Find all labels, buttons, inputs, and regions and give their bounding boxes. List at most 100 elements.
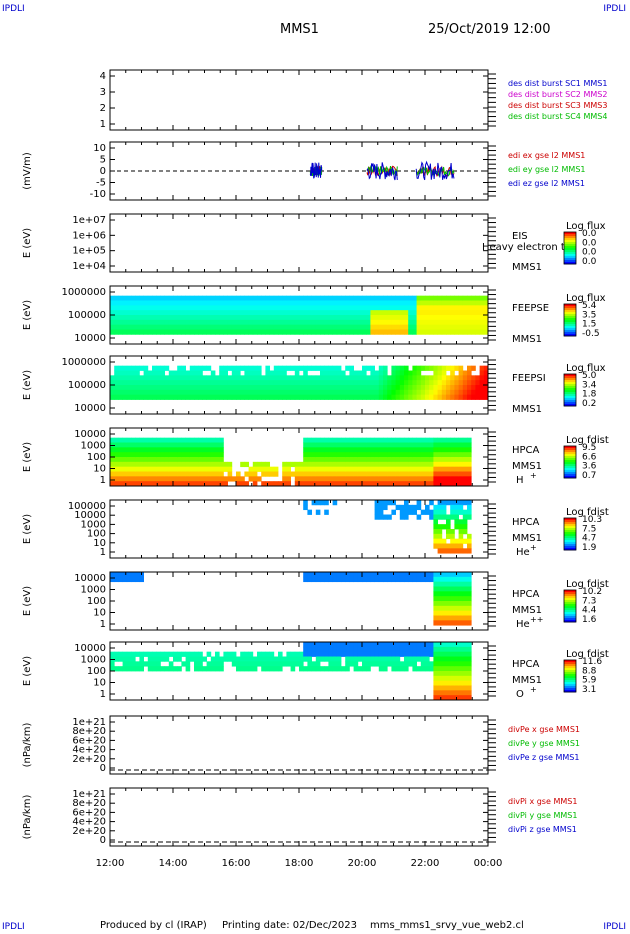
heatmap-cell	[143, 651, 149, 657]
heatmap-cell	[126, 305, 132, 311]
heatmap-cell	[261, 666, 266, 672]
heatmap-cell	[265, 656, 270, 662]
heatmap-cell	[446, 500, 451, 506]
heatmap-cell	[328, 661, 333, 667]
heatmap-cell	[462, 324, 468, 330]
heatmap-cell	[433, 524, 438, 530]
heatmap-cell	[395, 646, 401, 653]
heatmap-cell	[168, 442, 174, 448]
heatmap-cell	[429, 447, 434, 453]
heatmap-cell	[404, 666, 409, 672]
heatmap-cell	[404, 380, 409, 386]
heatmap-cell	[231, 310, 237, 316]
heatmap-cell	[341, 437, 346, 443]
heatmap-cell	[433, 656, 438, 662]
heatmap-cell	[416, 305, 422, 311]
heatmap-cell	[374, 447, 380, 453]
heatmap-cell	[189, 329, 195, 335]
heatmap-cell	[458, 529, 464, 535]
heatmap-cell	[320, 329, 325, 335]
heatmap-cell	[399, 370, 405, 376]
heatmap-cell	[416, 651, 422, 657]
heatmap-cell	[336, 651, 342, 657]
heatmap-cell	[412, 329, 417, 335]
colorbar-cell	[564, 318, 576, 321]
heatmap-cell	[311, 651, 317, 657]
heatmap-cell	[147, 375, 153, 381]
heatmap-cell	[408, 295, 413, 301]
colorbar-cell	[564, 388, 576, 391]
heatmap-cell	[425, 651, 430, 657]
heatmap-cell	[446, 601, 451, 607]
colorbar-cell	[564, 404, 576, 407]
heatmap-cell	[437, 319, 443, 326]
heatmap-cell	[164, 481, 170, 487]
heatmap-cell	[446, 519, 451, 525]
heatmap-cell	[370, 324, 375, 330]
heatmap-cell	[189, 651, 195, 657]
heatmap-cell	[441, 442, 447, 448]
heatmap-cell	[458, 601, 464, 607]
colorbar-cell	[564, 474, 576, 477]
heatmap-cell	[395, 324, 401, 330]
heatmap-cell	[467, 533, 472, 540]
colorbar-cell	[564, 242, 576, 245]
heatmap-cell	[425, 666, 430, 672]
heatmap-cell	[286, 305, 291, 311]
heatmap-cell	[114, 375, 119, 381]
heatmap-cell	[202, 447, 207, 453]
heatmap-cell	[202, 324, 207, 330]
heatmap-cell	[458, 572, 464, 578]
heatmap-cell	[110, 305, 115, 311]
heatmap-cell	[244, 651, 249, 657]
heatmap-cell	[450, 581, 455, 587]
heatmap-cell	[147, 466, 153, 472]
heatmap-cell	[341, 651, 346, 657]
heatmap-cell	[332, 500, 338, 506]
heatmap-cell	[425, 300, 430, 306]
heatmap-cell	[450, 305, 455, 311]
sc-label: MMS1	[512, 334, 542, 345]
colorbar-cell	[564, 256, 576, 259]
heatmap-cell	[189, 481, 195, 487]
heatmap-cell	[189, 370, 195, 376]
heatmap-cell	[311, 642, 317, 648]
heatmap-cell	[114, 476, 119, 482]
heatmap-cell	[231, 661, 237, 667]
heatmap-cell	[223, 310, 228, 316]
heatmap-cell	[416, 315, 422, 321]
heatmap-cell	[181, 661, 186, 667]
heatmap-cell	[118, 656, 123, 662]
heatmap-cell	[462, 389, 468, 396]
heatmap-cell	[139, 315, 144, 321]
heatmap-cell	[122, 380, 128, 386]
heatmap-cell	[357, 319, 363, 326]
heatmap-cell	[290, 461, 296, 468]
heatmap-cell	[114, 666, 119, 672]
heatmap-cell	[252, 370, 258, 376]
heatmap-cell	[231, 394, 237, 400]
heatmap-cell	[467, 389, 472, 396]
heatmap-cell	[404, 385, 409, 391]
y-tick-label: 10	[93, 143, 106, 154]
colorbar-tick-label: 0.0	[582, 238, 597, 248]
heatmap-cell	[273, 365, 279, 371]
heatmap-cell	[437, 310, 443, 316]
heatmap-cell	[156, 661, 161, 667]
heatmap-cell	[441, 572, 447, 578]
heatmap-cell	[189, 310, 195, 316]
heatmap-cell	[370, 389, 375, 396]
colorbar-title: Log fdist	[566, 507, 609, 518]
heatmap-cell	[290, 389, 296, 396]
heatmap-cell	[244, 324, 249, 330]
heatmap-cell	[353, 666, 359, 672]
heatmap-cell	[437, 500, 443, 506]
heatmap-cell	[454, 605, 459, 612]
heatmap-cell	[441, 610, 447, 616]
heatmap-cell	[353, 447, 359, 453]
heatmap-cell	[450, 646, 455, 653]
heatmap-cell	[223, 394, 228, 400]
heatmap-cell	[345, 385, 350, 391]
heatmap-cell	[202, 365, 207, 371]
heatmap-cell	[412, 437, 417, 443]
